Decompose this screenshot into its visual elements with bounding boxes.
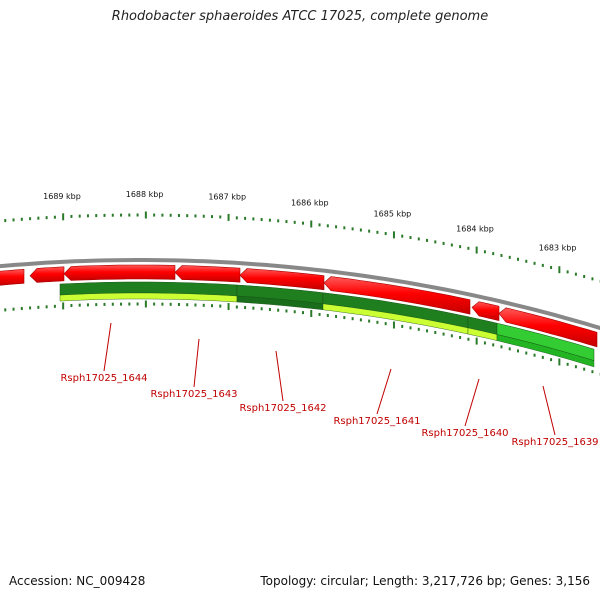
gene-label[interactable]: Rsph17025_1640: [421, 428, 508, 439]
gene-label-leader: [542, 385, 556, 436]
genome-summary-text: Topology: circular; Length: 3,217,726 bp…: [260, 574, 590, 588]
forward-gene-arrow[interactable]: [0, 268, 25, 286]
gene-label-leader: [103, 322, 112, 372]
gene-label[interactable]: Rsph17025_1643: [150, 389, 237, 400]
scale-ticks-top: [4, 211, 600, 283]
scale-label: 1686 kbp: [291, 199, 329, 208]
genome-backbone: [0, 258, 600, 331]
forward-gene-arrow[interactable]: [498, 307, 598, 348]
gene-label-leader: [376, 368, 392, 415]
gene-label[interactable]: Rsph17025_1639: [511, 437, 598, 448]
forward-strand-genes: [0, 264, 598, 348]
accession-text: Accession: NC_009428: [9, 574, 146, 588]
scale-label: 1687 kbp: [208, 192, 246, 201]
scale-label: 1684 kbp: [456, 224, 494, 233]
reverse-gene-band-shade: [496, 334, 595, 368]
map-title: Rhodobacter sphaeroides ATCC 17025, comp…: [111, 9, 489, 24]
scale-ticks-bottom: [4, 300, 600, 376]
forward-gene-arrow[interactable]: [29, 266, 65, 283]
gene-label-leader: [464, 378, 480, 427]
gene-labels: Rsph17025_1644Rsph17025_1643Rsph17025_16…: [60, 322, 599, 448]
scale-label: 1685 kbp: [374, 209, 412, 218]
reverse-strand-genes: [59, 281, 595, 368]
forward-gene-arrow[interactable]: [63, 264, 176, 281]
scale-label: 1689 kbp: [43, 192, 81, 201]
forward-gene-arrow[interactable]: [471, 301, 500, 321]
forward-gene-arrow[interactable]: [323, 276, 471, 315]
gene-label-leader: [193, 338, 200, 388]
gene-label[interactable]: Rsph17025_1644: [60, 373, 147, 384]
scale-labels: 1689 kbp 1688 kbp 1687 kbp 1686 kbp 1685 kbp…: [43, 190, 576, 253]
gene-label[interactable]: Rsph17025_1641: [333, 416, 420, 427]
gene-label[interactable]: Rsph17025_1642: [239, 403, 326, 414]
scale-label: 1688 kbp: [126, 190, 164, 199]
forward-gene-arrow[interactable]: [174, 265, 241, 283]
scale-label: 1683 kbp: [539, 244, 577, 253]
gene-label-leader: [275, 350, 284, 402]
